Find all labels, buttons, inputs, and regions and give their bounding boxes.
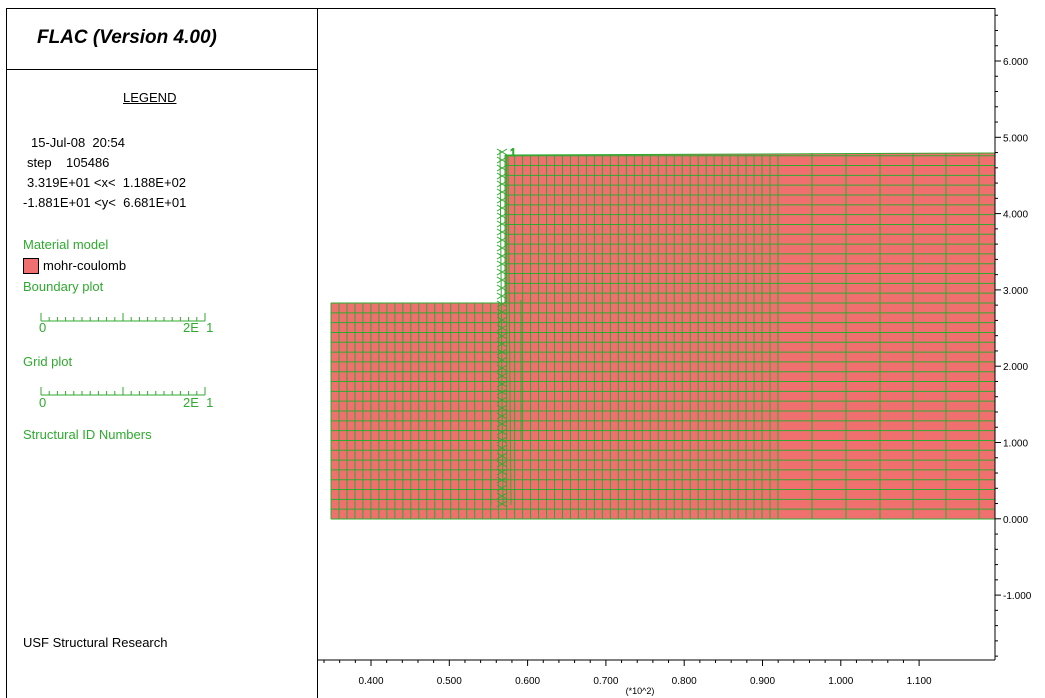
legend-heading: LEGEND bbox=[123, 90, 177, 105]
x-tick-label: 0.700 bbox=[593, 676, 618, 687]
x-tick-label: 0.400 bbox=[358, 676, 383, 687]
material-model-label: Material model bbox=[23, 237, 109, 252]
grid-plot-label: Grid plot bbox=[23, 354, 73, 369]
y-tick-label: 2.000 bbox=[1003, 362, 1028, 373]
x-tick-label: 1.100 bbox=[907, 676, 932, 687]
material-swatch bbox=[23, 258, 39, 274]
material-name: mohr-coulomb bbox=[43, 258, 127, 273]
boundary-scale-min: 0 bbox=[39, 320, 47, 335]
date-time: 15-Jul-08 20:54 bbox=[31, 135, 125, 150]
y-tick-label: 3.000 bbox=[1003, 286, 1028, 297]
grid-scale-bar bbox=[40, 387, 206, 396]
x-tick-label: 1.000 bbox=[828, 676, 853, 687]
y-tick-label: 5.000 bbox=[1003, 133, 1028, 144]
axes bbox=[318, 8, 1001, 666]
grid-scale-max: 2E 1 bbox=[183, 395, 214, 410]
y-tick-label: 4.000 bbox=[1003, 210, 1028, 221]
x-tick-label: 0.800 bbox=[672, 676, 697, 687]
y-tick-label: -1.000 bbox=[1003, 591, 1032, 602]
y-tick-label: 6.000 bbox=[1003, 57, 1028, 68]
y-tick-label: 1.000 bbox=[1003, 439, 1028, 450]
x-tick-label: 0.600 bbox=[515, 676, 540, 687]
app-title: FLAC (Version 4.00) bbox=[37, 27, 217, 48]
soil-body bbox=[331, 153, 995, 519]
structure-id-label: 1 bbox=[510, 147, 516, 159]
step-count: step 105486 bbox=[27, 155, 110, 170]
structural-elements: 1 bbox=[490, 147, 522, 508]
y-range: -1.881E+01 <y< 6.681E+01 bbox=[23, 195, 187, 210]
x-unit-label: (*10^2) bbox=[626, 686, 655, 696]
boundary-scale-max: 2E 1 bbox=[183, 320, 214, 335]
x-tick-label: 0.900 bbox=[750, 676, 775, 687]
legend-panel: FLAC (Version 4.00) LEGEND 15-Jul-08 20:… bbox=[6, 8, 318, 698]
grid-scale-min: 0 bbox=[39, 395, 47, 410]
boundary-scale-bar bbox=[40, 313, 206, 322]
x-range: 3.319E+01 <x< 1.188E+02 bbox=[27, 175, 187, 190]
y-tick-label: 0.000 bbox=[1003, 515, 1028, 526]
mesh-fill bbox=[331, 153, 995, 519]
tick-labels: 0.400 0.500 0.600 0.700 0.800 0.900 1.000 1.100… bbox=[358, 57, 1031, 696]
x-tick-label: 0.500 bbox=[437, 676, 462, 687]
structural-id-label: Structural ID Numbers bbox=[23, 427, 152, 442]
plot-area bbox=[318, 8, 995, 698]
title-box: FLAC (Version 4.00) bbox=[7, 9, 317, 70]
boundary-plot-label: Boundary plot bbox=[23, 279, 104, 294]
footer-credit: USF Structural Research bbox=[23, 635, 168, 650]
